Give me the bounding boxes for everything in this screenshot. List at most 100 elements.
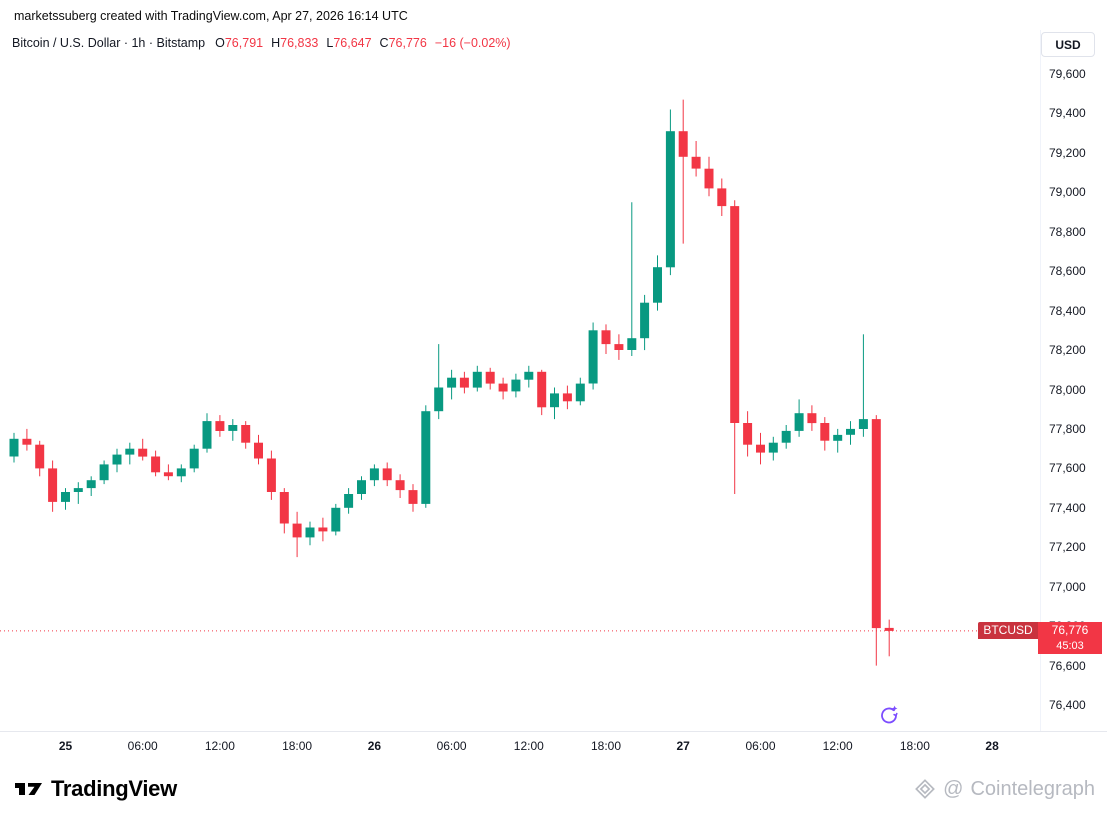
candle <box>254 434 263 465</box>
price-axis-label: 79,200 <box>1049 145 1086 160</box>
candle <box>691 141 701 177</box>
candle <box>614 334 624 360</box>
price-axis-label: 77,600 <box>1049 461 1086 476</box>
candle <box>305 521 315 546</box>
candlestick-plot <box>0 99 1040 666</box>
candle <box>9 432 19 463</box>
price-axis-label: 79,600 <box>1049 67 1086 81</box>
time-axis-label: 12:00 <box>822 739 853 753</box>
candle <box>331 503 341 536</box>
candle <box>395 474 405 498</box>
attribution-text: marketssuberg created with TradingView.c… <box>0 0 1107 30</box>
candle <box>279 488 289 534</box>
candle <box>550 387 559 420</box>
high-value: 76,833 <box>280 36 319 50</box>
candle <box>588 322 598 390</box>
candle <box>99 460 109 485</box>
candle <box>241 421 251 449</box>
candle <box>871 415 881 666</box>
time-axis-label: 26 <box>367 739 382 753</box>
candle <box>485 367 495 390</box>
candle <box>369 464 379 487</box>
price-axis-label: 77,200 <box>1049 540 1086 555</box>
candle <box>459 371 469 394</box>
chart-canvas[interactable]: Bitcoin / U.S. Dollar · 1h · Bitstamp O 7… <box>0 30 1040 731</box>
sparkle-swirl-icon <box>881 705 898 724</box>
candle-countdown: 45:03 <box>1038 639 1102 655</box>
currency-usd-button[interactable]: USD <box>1041 32 1095 57</box>
price-axis-label: 77,800 <box>1049 421 1086 436</box>
candle <box>151 450 161 477</box>
candle <box>846 421 855 445</box>
candle <box>730 200 740 494</box>
candle <box>48 460 58 512</box>
close-label: C <box>379 36 389 50</box>
watermark-at-symbol: @ <box>943 777 964 800</box>
high-label: H <box>271 36 281 50</box>
candle <box>704 156 714 197</box>
candle <box>112 448 122 473</box>
tradingview-wordmark: TradingView <box>51 776 177 801</box>
time-axis-label: 06:00 <box>436 739 467 753</box>
time-axis-label: 12:00 <box>513 739 544 753</box>
price-axis-label: 76,600 <box>1049 658 1086 673</box>
cointelegraph-watermark: @ Cointelegraph <box>914 778 1095 801</box>
candle <box>125 442 135 465</box>
low-label: L <box>326 36 334 50</box>
candle <box>781 425 791 449</box>
candle <box>408 484 418 512</box>
event-marker-icon[interactable] <box>877 703 903 729</box>
low-value: 76,647 <box>333 36 372 50</box>
tradingview-logo[interactable]: TradingView <box>14 776 177 802</box>
price-axis-label: 79,400 <box>1049 106 1086 121</box>
open-label: O <box>215 36 225 50</box>
candle <box>318 517 328 542</box>
tradingview-mark-icon <box>15 783 42 795</box>
candle <box>61 488 70 510</box>
candle <box>653 255 662 311</box>
candle <box>601 324 611 354</box>
candle <box>357 476 366 500</box>
chart-legend: Bitcoin / U.S. Dollar · 1h · Bitstamp O 7… <box>12 36 511 50</box>
price-axis-label: 79,000 <box>1049 185 1086 200</box>
symbol-title[interactable]: Bitcoin / U.S. Dollar · 1h · Bitstamp <box>12 36 206 50</box>
candle <box>447 369 457 400</box>
time-axis-label: 25 <box>58 739 73 753</box>
last-price-label: BTCUSD 76,776 45:03 <box>978 622 1102 655</box>
candle <box>35 440 45 477</box>
time-axis-label: 12:00 <box>204 739 235 753</box>
time-axis-label: 06:00 <box>745 739 776 753</box>
candle <box>344 488 354 514</box>
candle <box>86 476 96 496</box>
candle <box>228 419 238 441</box>
watermark-name: Cointelegraph <box>970 777 1095 800</box>
price-axis[interactable]: 79,600 79,400 79,200 79,000 78,800 78,600 78,4… <box>1040 30 1107 731</box>
candle <box>807 405 817 431</box>
cointelegraph-icon <box>915 779 936 799</box>
time-axis-label: 18:00 <box>590 739 622 753</box>
candle <box>524 365 534 388</box>
candle <box>833 428 843 453</box>
candle <box>820 417 830 451</box>
candle <box>678 99 688 244</box>
candle <box>743 411 753 457</box>
candle <box>202 413 212 453</box>
candle <box>292 511 302 558</box>
time-axis-label: 28 <box>985 739 999 753</box>
price-axis-label: 76,400 <box>1049 698 1086 712</box>
candle <box>215 415 225 437</box>
candle <box>717 178 727 216</box>
candle <box>266 450 276 500</box>
price-axis-label: 77,000 <box>1049 579 1086 594</box>
price-axis-label: 78,200 <box>1049 343 1086 358</box>
price-axis-label: 77,400 <box>1049 500 1086 515</box>
candle <box>73 482 83 504</box>
time-axis[interactable]: 25 06:00 12:00 18:00 26 06:00 12:00 18:00 27 06:0… <box>0 731 1107 760</box>
time-axis-label: 18:00 <box>899 739 930 753</box>
time-axis-label: 06:00 <box>127 739 158 753</box>
price-label-symbol: BTCUSD <box>978 622 1038 640</box>
candle <box>794 399 804 437</box>
candle <box>562 385 572 410</box>
candle <box>472 365 482 392</box>
change-value: −16 (−0.02%) <box>434 36 511 50</box>
